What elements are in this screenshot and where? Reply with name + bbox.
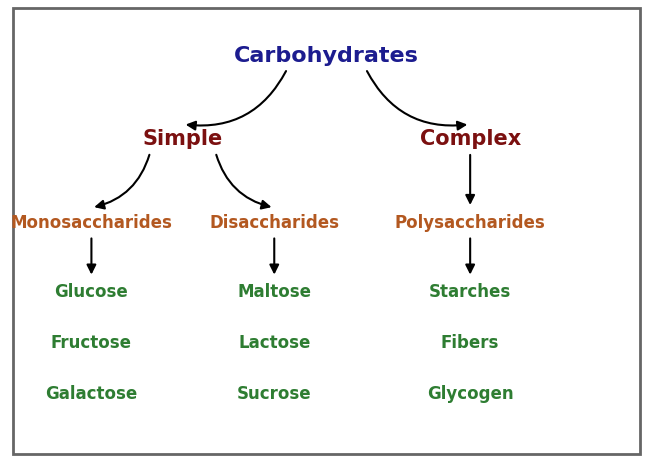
Text: Fibers: Fibers <box>441 334 500 351</box>
Text: Lactose: Lactose <box>238 334 310 351</box>
Text: Glycogen: Glycogen <box>427 385 513 402</box>
Text: Polysaccharides: Polysaccharides <box>395 213 545 231</box>
Text: Maltose: Maltose <box>237 283 311 300</box>
FancyArrowPatch shape <box>188 72 286 130</box>
Text: Starches: Starches <box>429 283 511 300</box>
FancyArrowPatch shape <box>216 156 269 209</box>
Text: Galactose: Galactose <box>45 385 138 402</box>
Text: Glucose: Glucose <box>55 283 128 300</box>
Text: Carbohydrates: Carbohydrates <box>234 45 419 66</box>
FancyArrowPatch shape <box>97 156 150 209</box>
Text: Complex: Complex <box>419 129 521 149</box>
Text: Disaccharides: Disaccharides <box>209 213 340 231</box>
Text: Monosaccharides: Monosaccharides <box>10 213 172 231</box>
Text: Fructose: Fructose <box>51 334 132 351</box>
Text: Simple: Simple <box>143 129 223 149</box>
FancyArrowPatch shape <box>367 72 465 130</box>
FancyArrowPatch shape <box>466 156 474 203</box>
Text: Sucrose: Sucrose <box>237 385 311 402</box>
